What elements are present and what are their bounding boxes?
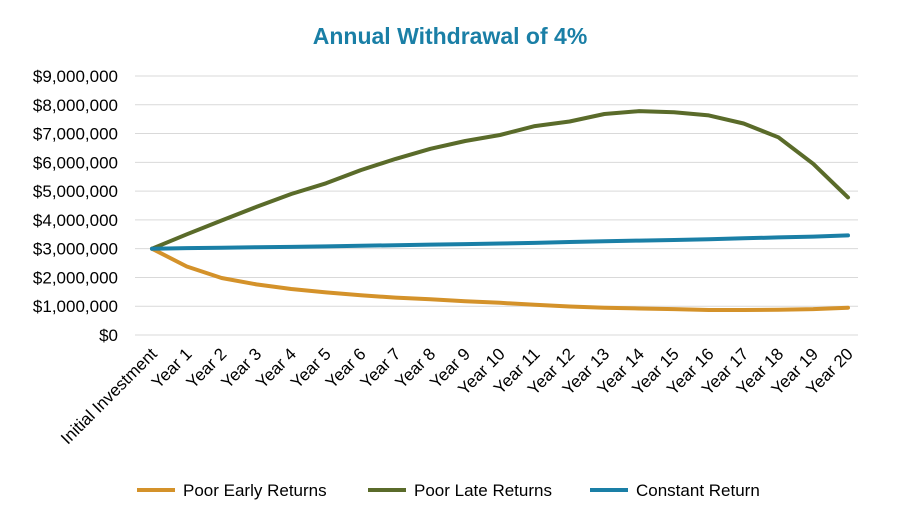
gridlines xyxy=(135,75,858,336)
series-line xyxy=(150,246,850,312)
legend-item: Poor Late Returns xyxy=(368,481,552,500)
y-tick-label: $6,000,000 xyxy=(33,153,118,172)
legend-label: Constant Return xyxy=(636,481,760,500)
y-tick-label: $2,000,000 xyxy=(33,268,118,287)
series-lines xyxy=(150,109,850,312)
y-tick-label: $0 xyxy=(99,326,118,345)
y-tick-label: $7,000,000 xyxy=(33,125,118,144)
y-tick-label: $4,000,000 xyxy=(33,211,118,230)
legend-label: Poor Late Returns xyxy=(414,481,552,500)
y-tick-label: $9,000,000 xyxy=(33,67,118,86)
x-tick-label: Initial Investment xyxy=(57,344,161,448)
series-line xyxy=(150,233,850,251)
legend-item: Constant Return xyxy=(590,481,760,500)
y-tick-label: $8,000,000 xyxy=(33,96,118,115)
legend-label: Poor Early Returns xyxy=(183,481,327,500)
legend: Poor Early Returns Poor Late Returns Const… xyxy=(137,481,760,500)
legend-item: Poor Early Returns xyxy=(137,481,327,500)
y-tick-label: $5,000,000 xyxy=(33,182,118,201)
y-axis-ticks: $0 $1,000,000 $2,000,000 $3,000,000 $4,000,0… xyxy=(33,67,118,345)
chart-title: Annual Withdrawal of 4% xyxy=(313,23,588,49)
series-line xyxy=(150,109,850,251)
y-tick-label: $1,000,000 xyxy=(33,297,118,316)
y-tick-label: $3,000,000 xyxy=(33,240,118,259)
